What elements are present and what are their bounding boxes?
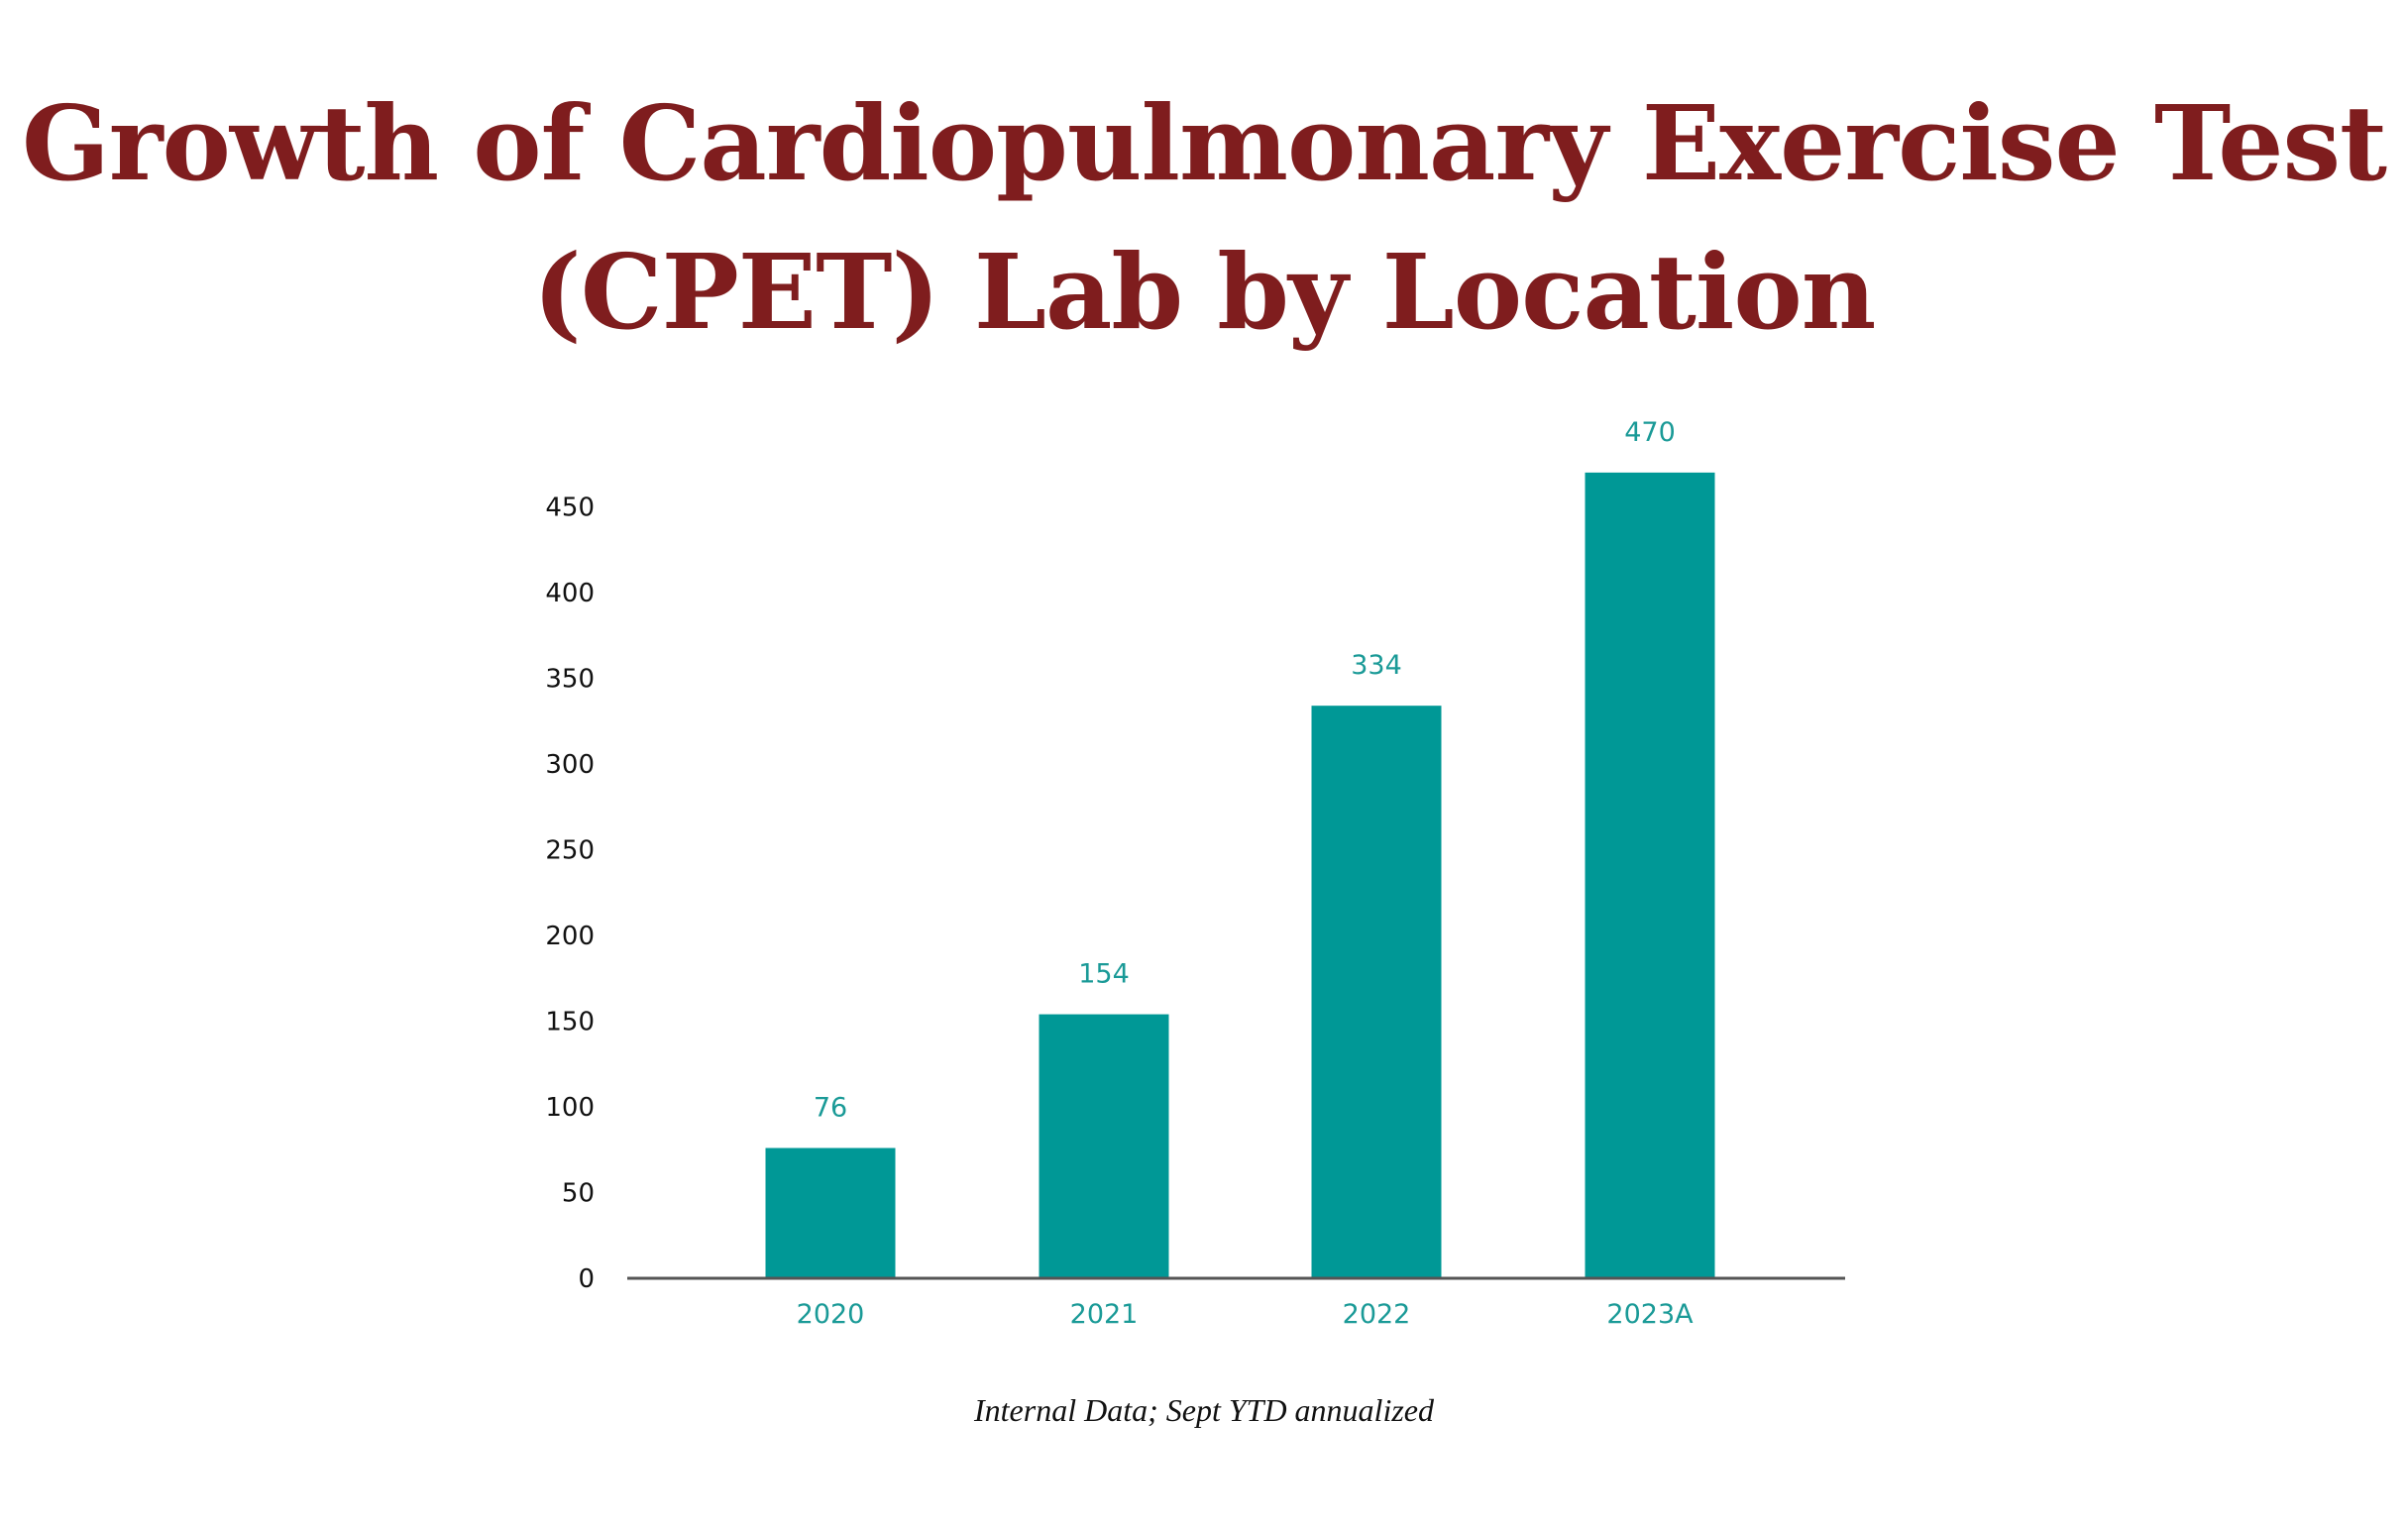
bar [1585,472,1715,1278]
y-tick-label: 350 [545,665,595,695]
y-tick-label: 450 [545,493,595,523]
y-tick-label: 150 [545,1008,595,1037]
x-tick-label: 2023A [1606,1299,1694,1330]
x-tick-label: 2022 [1343,1299,1411,1330]
chart-title: Growth of Cardiopulmonary Exercise Test … [0,69,2408,367]
y-tick-label: 400 [545,579,595,608]
x-tick-label: 2021 [1070,1299,1139,1330]
y-tick-label: 250 [545,836,595,866]
data-label: 76 [814,1093,847,1124]
source-note: Internal Data; Sept YTD annualized [974,1392,1434,1428]
data-label: 334 [1351,650,1402,681]
y-tick-label: 300 [545,750,595,780]
data-label: 154 [1078,959,1130,990]
chart-title-line-2: (CPET) Lab by Location [532,231,1877,353]
y-tick-label: 0 [578,1264,595,1294]
bar [1311,706,1442,1278]
data-label: 470 [1624,417,1676,448]
y-tick-label: 100 [545,1093,595,1123]
chart-title-line-1: Growth of Cardiopulmonary Exercise Test [21,82,2387,204]
bar [765,1147,896,1278]
y-tick-label: 200 [545,922,595,951]
bar [1039,1014,1169,1278]
x-tick-label: 2020 [797,1299,865,1330]
y-tick-label: 50 [562,1179,595,1209]
